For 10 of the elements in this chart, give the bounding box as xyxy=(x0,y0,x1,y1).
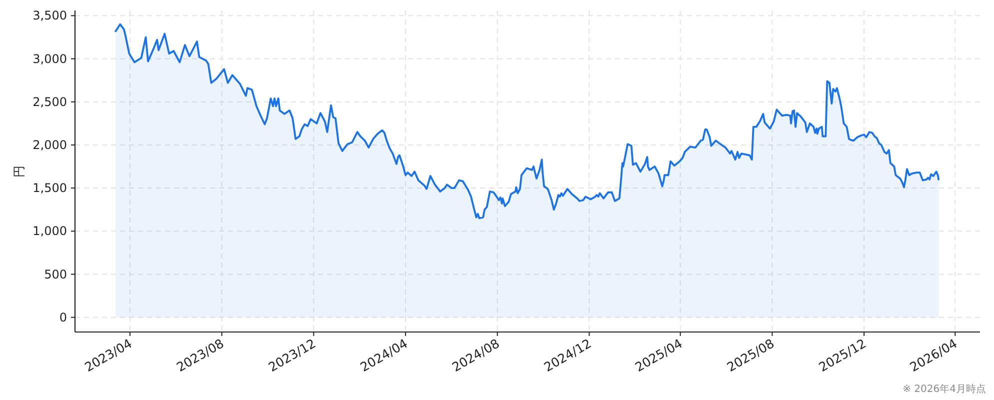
annotation: ※ 2026年4月時点 xyxy=(902,384,986,395)
ytick-label: 0 xyxy=(59,310,67,324)
ytick-label: 2,000 xyxy=(32,138,67,152)
ylabel: 円 xyxy=(12,165,26,178)
ytick-label: 2,500 xyxy=(32,94,67,109)
ytick-label: 1,000 xyxy=(32,224,67,238)
ytick-label: 500 xyxy=(44,267,67,282)
ytick-label: 3,000 xyxy=(32,52,67,66)
ytick-label: 1,500 xyxy=(32,181,67,196)
ytick-label: 3,500 xyxy=(32,8,67,23)
